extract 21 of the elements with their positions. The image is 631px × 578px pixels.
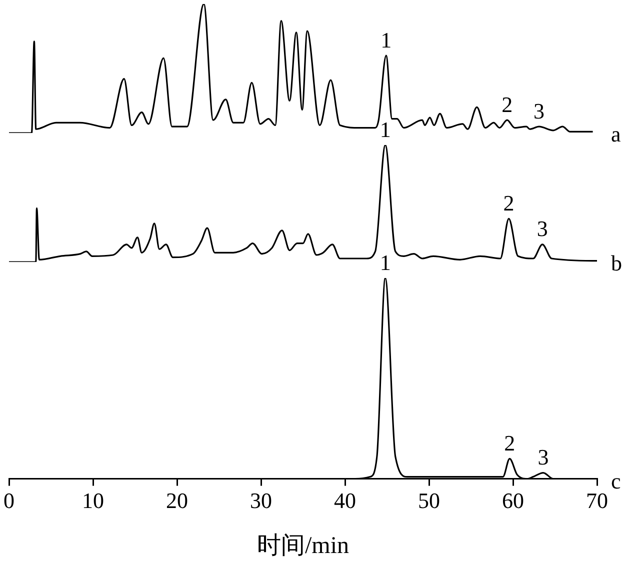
x-tick-label: 50	[418, 488, 440, 513]
x-tick-label: 70	[586, 488, 608, 513]
series-label: c	[611, 468, 621, 494]
x-tick-label: 60	[502, 488, 524, 513]
annotation: 2	[502, 92, 513, 117]
annotation: 1	[380, 116, 391, 142]
annotation: 1	[380, 27, 392, 52]
series-label: a	[611, 121, 621, 146]
x-tick-label: 40	[334, 488, 356, 513]
annotation: 1	[380, 250, 391, 275]
x-axis-title: 时间/min	[256, 532, 350, 559]
annotation: 2	[504, 430, 516, 456]
annotation: 3	[538, 444, 549, 470]
annotation: 2	[503, 190, 514, 216]
x-tick-label: 10	[82, 488, 104, 513]
annotation: 3	[534, 98, 545, 124]
x-tick-label: 20	[166, 488, 188, 513]
x-tick-label: 0	[4, 488, 14, 513]
x-tick-label: 30	[250, 488, 272, 513]
series-label: b	[611, 250, 622, 276]
annotation: 3	[536, 216, 548, 242]
